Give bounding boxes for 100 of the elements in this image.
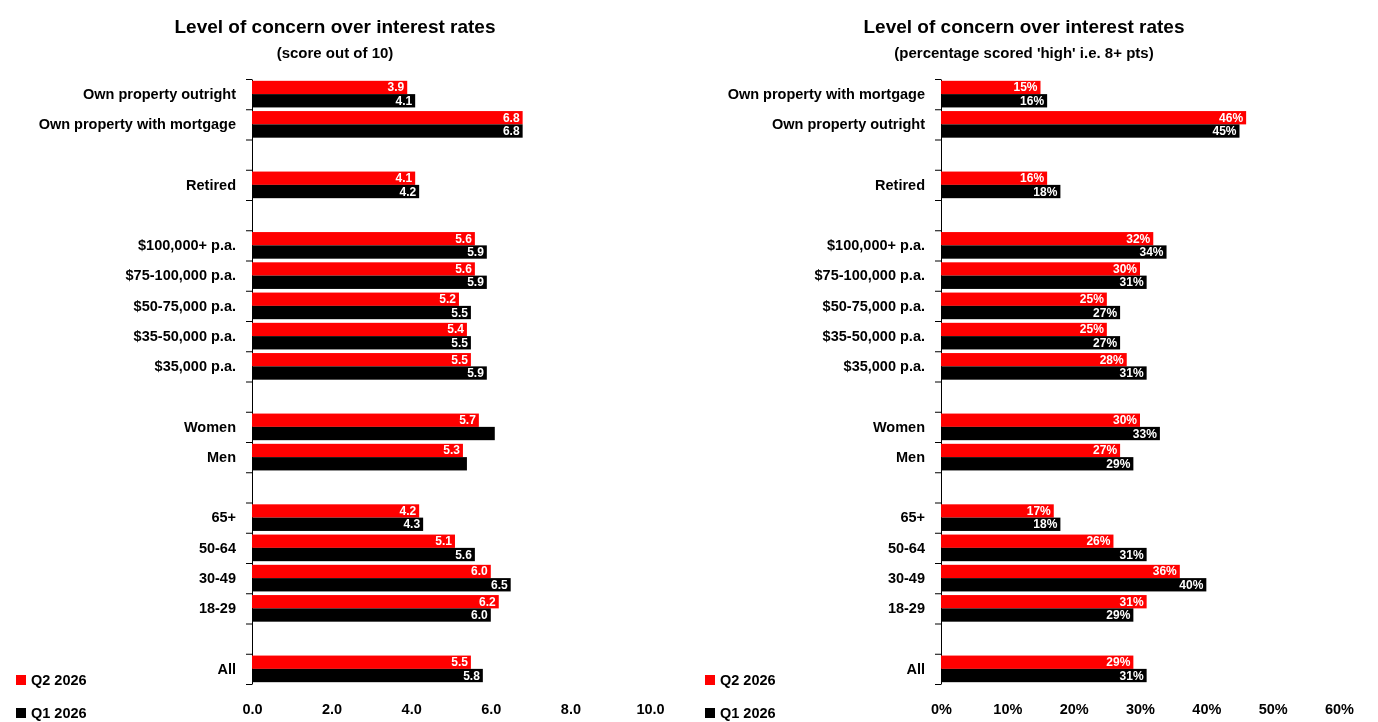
data-label: 5.6 — [455, 547, 473, 562]
data-label: 27% — [1093, 305, 1118, 320]
y-tick-label: Own property outright — [82, 85, 237, 102]
bar — [941, 111, 1247, 125]
data-label: 4.1 — [395, 93, 413, 108]
x-tick-label: 10% — [993, 701, 1023, 718]
data-label: 5.5 — [451, 335, 469, 350]
data-label: 17% — [1026, 503, 1052, 518]
x-tick-label: 10.0 — [636, 701, 665, 718]
legend-label: Q2 2026 — [720, 672, 776, 688]
y-tick-label: Own property outright — [771, 116, 926, 133]
data-label: 5.9 — [467, 366, 485, 381]
data-label: 27% — [1093, 335, 1118, 350]
bar — [252, 292, 459, 306]
y-tick-label: $50-75,000 p.a. — [822, 297, 925, 314]
data-label: 5.6 — [455, 231, 473, 246]
chart-title: Level of concern over interest rates — [174, 16, 496, 37]
bar — [252, 262, 475, 276]
y-tick-label: 30-49 — [198, 569, 236, 586]
bar — [941, 534, 1114, 548]
y-tick-label: 65+ — [900, 509, 925, 526]
data-label: 29% — [1106, 655, 1131, 670]
data-label: 26% — [1086, 534, 1111, 549]
bar — [941, 443, 1121, 458]
data-label: 31% — [1119, 594, 1144, 609]
data-label: 4.1 — [395, 171, 413, 186]
data-label: 6.0 — [471, 608, 489, 623]
data-label: 36% — [1152, 564, 1178, 579]
legend-label: Q1 2026 — [720, 705, 776, 721]
y-tick-label: $100,000+ p.a. — [827, 237, 925, 254]
bar — [941, 353, 1127, 367]
x-tick-label: 2.0 — [322, 701, 343, 718]
y-tick-label: $50-75,000 p.a. — [133, 297, 236, 314]
data-label: 30% — [1112, 413, 1138, 428]
x-tick-label: 50% — [1258, 701, 1288, 718]
y-tick-label: Retired — [186, 176, 236, 193]
data-label: 40% — [1179, 577, 1204, 592]
data-label: 31% — [1119, 547, 1144, 562]
bar — [941, 262, 1140, 276]
data-label: 4.3 — [403, 517, 421, 532]
bar — [941, 413, 1140, 427]
chart-subtitle: (score out of 10) — [276, 44, 394, 61]
y-tick-label: 65+ — [211, 509, 236, 526]
data-label: 5.7 — [459, 413, 477, 428]
chart-subtitle: (percentage scored 'high' i.e. 8+ pts) — [894, 44, 1154, 61]
y-tick-label: $35-50,000 p.a. — [133, 327, 236, 344]
x-tick-label: 20% — [1059, 701, 1089, 718]
y-tick-label: $35,000 p.a. — [154, 358, 236, 375]
bar — [252, 655, 471, 669]
bar — [252, 171, 416, 185]
data-label: 6.8 — [502, 110, 520, 125]
x-tick-label: 60% — [1324, 701, 1355, 718]
x-tick-label: 40% — [1192, 701, 1222, 718]
data-label: 31% — [1119, 668, 1144, 683]
y-tick-label: $35,000 p.a. — [843, 358, 925, 375]
y-tick-label: $100,000+ p.a. — [138, 237, 236, 254]
data-label: 25% — [1079, 322, 1105, 337]
data-label: 28% — [1099, 352, 1125, 367]
data-label: 30% — [1112, 261, 1138, 276]
y-tick-label: 50-64 — [887, 539, 925, 556]
bar — [252, 595, 499, 609]
y-tick-label: All — [217, 660, 236, 677]
y-tick-label: Retired — [875, 176, 925, 193]
data-label: 33% — [1132, 426, 1158, 441]
data-label: 5.5 — [451, 305, 469, 320]
y-tick-label: 18-29 — [198, 600, 236, 617]
data-label: 5.9 — [467, 245, 485, 260]
y-tick-label: 50-64 — [198, 539, 236, 556]
legend-label: Q2 2026 — [31, 672, 87, 688]
legend-label: Q1 2026 — [31, 705, 87, 721]
data-label: 16% — [1020, 93, 1045, 108]
y-tick-label: Own property with mortgage — [727, 85, 925, 102]
x-tick-label: 30% — [1125, 701, 1156, 718]
data-label: 31% — [1119, 275, 1144, 290]
bar — [252, 232, 475, 246]
bar — [252, 322, 467, 337]
bar — [252, 413, 479, 427]
data-label: 45% — [1212, 124, 1237, 139]
bar — [941, 595, 1147, 609]
data-label: 31% — [1119, 366, 1144, 381]
data-label: 5.6 — [455, 261, 473, 276]
bar — [941, 564, 1180, 579]
data-label: 15% — [1013, 80, 1038, 95]
data-label: 5.1 — [435, 534, 453, 549]
data-label: 5.4 — [447, 322, 465, 337]
x-tick-label: 6.0 — [481, 701, 502, 718]
data-label: 25% — [1079, 292, 1105, 307]
y-tick-label: Men — [896, 448, 925, 465]
data-label: 16% — [1020, 171, 1045, 186]
bar — [252, 443, 463, 458]
data-label: 6.8 — [502, 124, 520, 139]
y-tick-label: Men — [207, 448, 236, 465]
y-tick-label: Own property with mortgage — [38, 116, 236, 133]
y-tick-label: Women — [183, 418, 236, 435]
data-label: 5.5 — [451, 655, 469, 670]
bar — [252, 564, 491, 579]
data-label: 29% — [1106, 608, 1131, 623]
data-label: 3.9 — [387, 80, 405, 95]
data-label: 29% — [1106, 456, 1131, 471]
data-label: 6.0 — [471, 564, 489, 579]
